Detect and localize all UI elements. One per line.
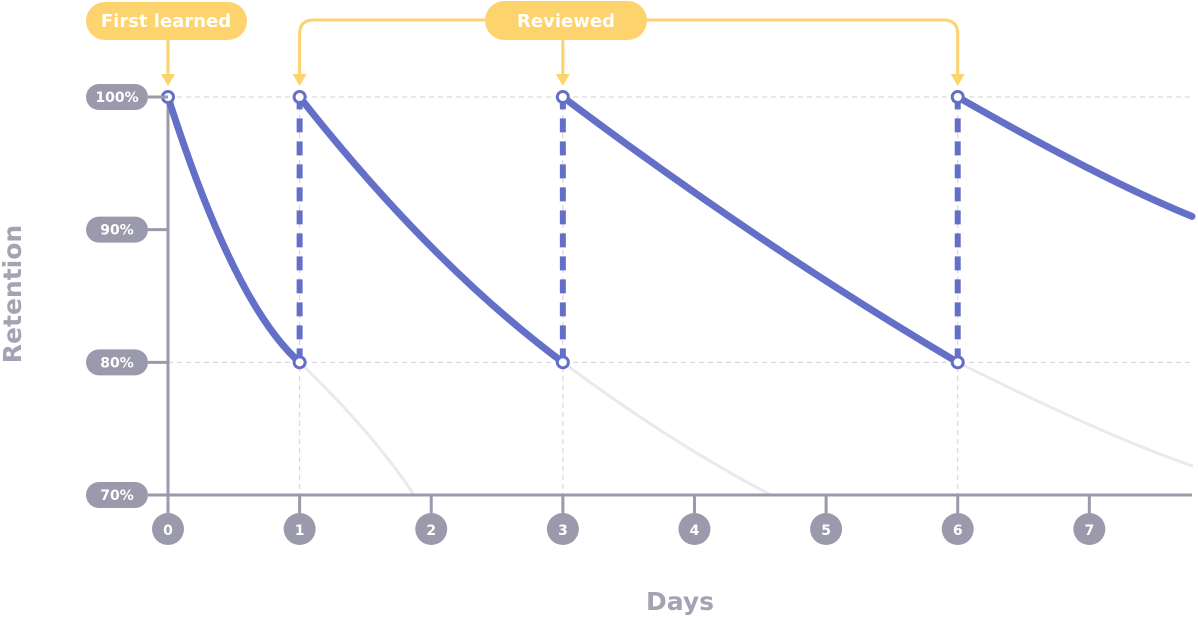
x-tick-badge-2 — [415, 513, 448, 545]
y-tick-pill-0 — [86, 84, 148, 110]
y-tick-label-2: 80% — [100, 355, 134, 371]
y-tick-pill-3 — [86, 482, 148, 508]
x-tick-badge-0 — [152, 513, 184, 545]
retention-curve-3 — [954, 93, 1196, 220]
x-tick-badge-5 — [810, 513, 843, 545]
x-tick-badge-6 — [941, 513, 974, 545]
x-tick-badge-7 — [1073, 513, 1106, 545]
retention-curve-0 — [164, 93, 304, 366]
y-tick-pill-1 — [86, 216, 148, 243]
tick-labels: 100% 90% 80% 70% 0 1 2 3 4 5 6 7 — [86, 84, 1106, 545]
x-tick-label-2: 2 — [426, 523, 436, 539]
marker-4 — [555, 355, 570, 370]
reviewed-callout-text: Reviewed — [517, 11, 615, 32]
marker-3 — [555, 90, 570, 104]
y-tick-label-1: 90% — [100, 223, 134, 239]
x-tick-label-4: 4 — [690, 523, 700, 539]
axes — [166, 95, 1192, 497]
x-tick-badge-1 — [283, 513, 316, 545]
marker-5 — [950, 90, 965, 104]
marker-2 — [292, 355, 307, 370]
reviewed-arrowhead-2 — [950, 74, 965, 86]
y-tick-label-0: 100% — [95, 90, 138, 106]
x-tick-label-1: 1 — [295, 523, 305, 539]
x-tick-badge-3 — [546, 513, 579, 545]
callouts: First learned Reviewed — [86, 1, 965, 86]
x-tick-label-5: 5 — [821, 523, 831, 539]
retention-curve-2 — [559, 93, 962, 366]
x-axis-title: Days — [646, 587, 714, 616]
reviewed-callout-bg — [485, 1, 647, 40]
marker-6 — [950, 355, 965, 370]
faded-decay-curves — [298, 360, 1194, 495]
x-tick-label-0: 0 — [163, 523, 173, 539]
first-learned-callout-bg — [86, 2, 247, 40]
faded-curve-6 — [956, 360, 1194, 468]
grid-lines — [168, 96, 1192, 495]
retention-curves — [164, 93, 1196, 366]
first-learned-callout-text: First learned — [101, 11, 231, 32]
x-tick-label-3: 3 — [558, 523, 568, 539]
curve-markers — [161, 90, 965, 370]
x-tick-label-7: 7 — [1084, 523, 1094, 539]
reviewed-arrowhead-0 — [292, 74, 307, 86]
y-tick-pill-2 — [86, 349, 148, 376]
faded-curve-5 — [561, 360, 773, 495]
reviewed-arrowhead-1 — [555, 74, 570, 86]
y-axis-title: Retention — [0, 225, 27, 363]
retention-curve-1 — [296, 93, 567, 366]
x-tick-label-6: 6 — [953, 523, 963, 539]
marker-1 — [292, 90, 307, 104]
y-tick-label-3: 70% — [100, 488, 134, 504]
first-learned-arrow-head — [161, 74, 175, 86]
faded-curve-4 — [298, 360, 416, 495]
x-tick-badge-4 — [678, 513, 711, 545]
